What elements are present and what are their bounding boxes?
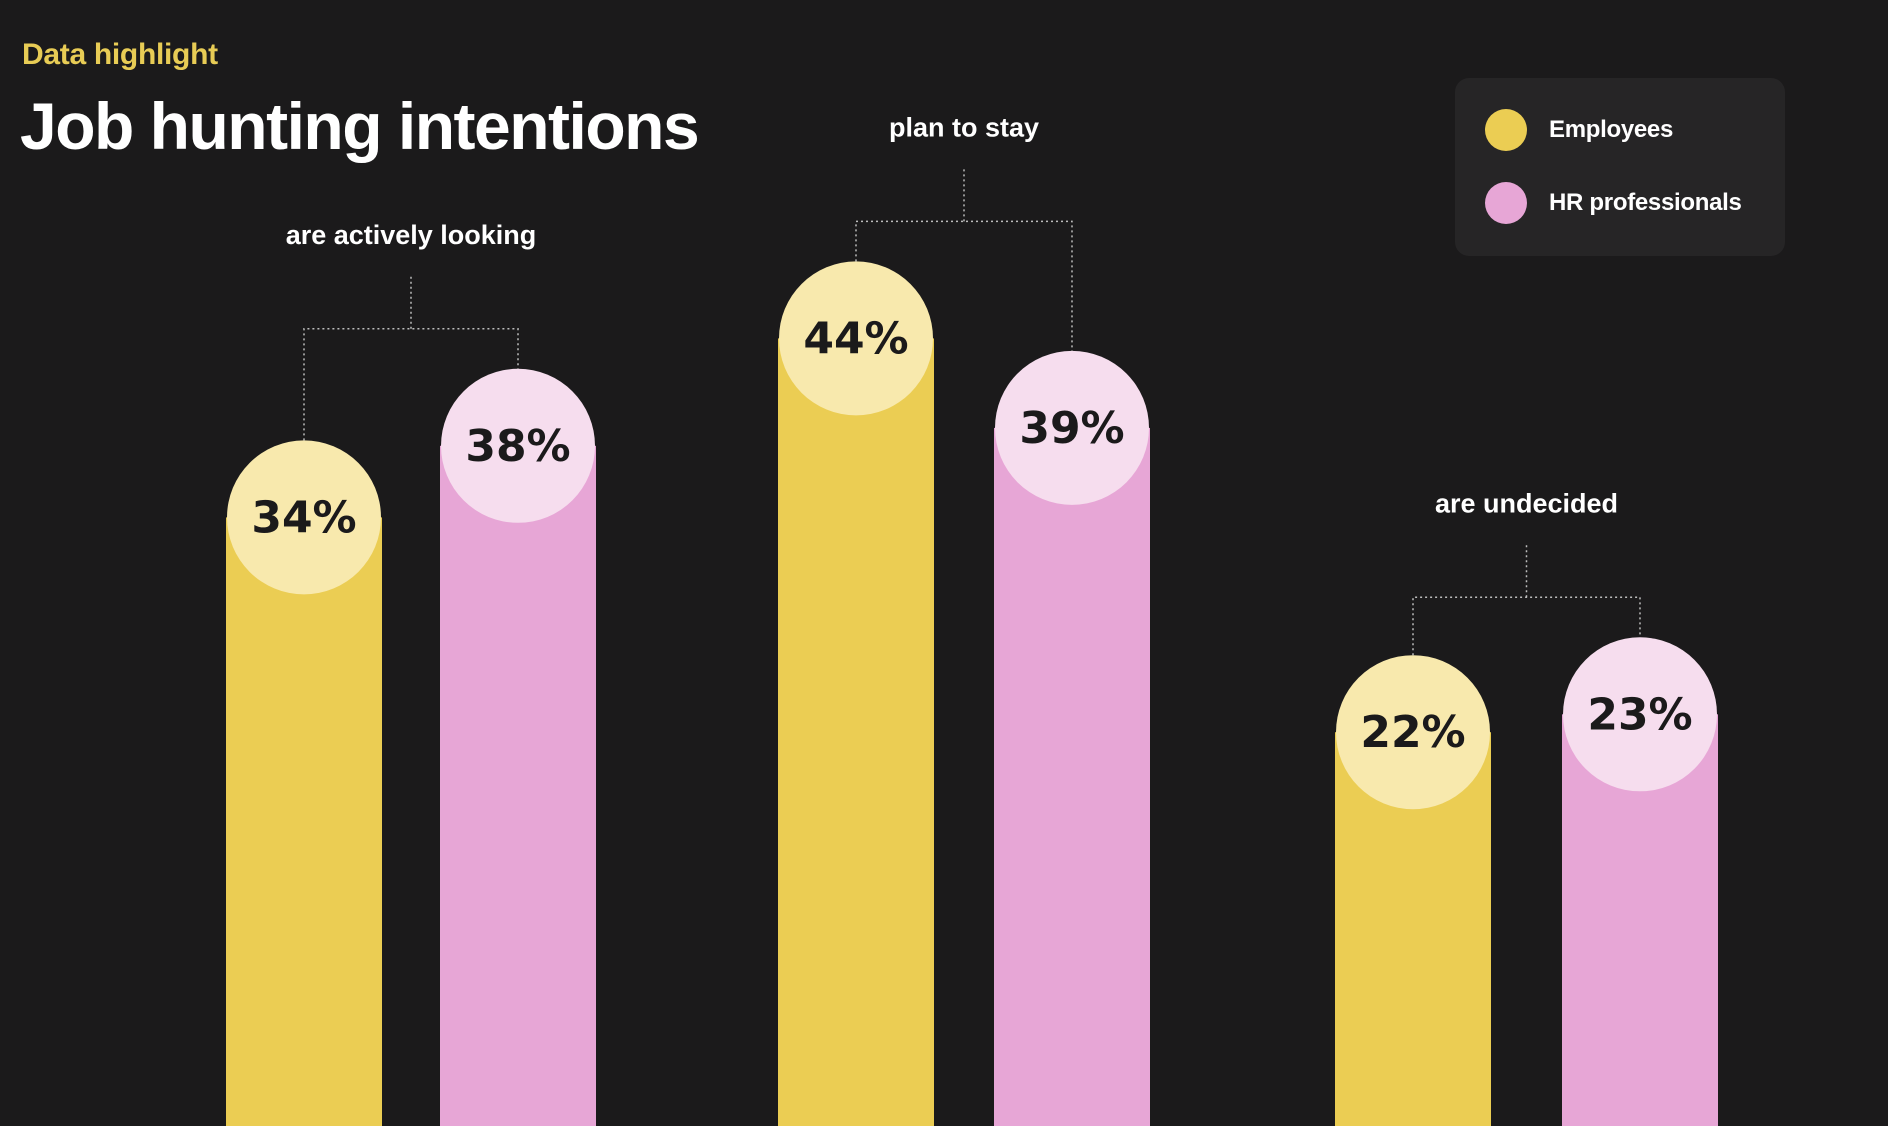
bar-hr-1	[994, 427, 1150, 1126]
group-bracket-0	[303, 273, 519, 441]
bar-employees-1	[778, 338, 934, 1126]
page-title: Job hunting intentions	[20, 89, 700, 163]
value-label-employees-2: 22%	[1360, 707, 1465, 758]
bar-cap-hr-0	[441, 368, 595, 523]
legend-label-employees: Employees	[1549, 116, 1674, 143]
value-label-hr-1: 39%	[1019, 403, 1124, 454]
bar-cap-employees-1	[779, 261, 933, 416]
bar-cap-employees-2	[1336, 655, 1490, 810]
value-label-hr-0: 38%	[465, 421, 570, 472]
value-label-hr-2: 23%	[1587, 689, 1692, 740]
legend-item-employees: Employees	[1485, 109, 1673, 151]
eyebrow-label: Data highlight	[22, 38, 218, 71]
legend-swatch-employees	[1485, 109, 1527, 151]
legend-label-hr: HR professionals	[1549, 189, 1742, 216]
group-label-1: plan to stay	[889, 112, 1039, 142]
bar-employees-0	[226, 517, 382, 1126]
bar-cap-employees-0	[227, 440, 381, 595]
bar-cap-hr-1	[995, 350, 1149, 505]
value-label-employees-0: 34%	[251, 492, 356, 543]
legend-item-hr: HR professionals	[1485, 182, 1742, 224]
value-label-employees-1: 44%	[803, 313, 908, 364]
group-label-2: are undecided	[1435, 488, 1618, 518]
group-bracket-2	[1412, 542, 1641, 656]
group-bracket-1	[855, 166, 1073, 351]
legend-swatch-hr	[1485, 182, 1527, 224]
legend: Employees HR professionals	[1455, 78, 1785, 256]
bar-hr-0	[440, 445, 596, 1126]
bar-cap-hr-2	[1563, 637, 1717, 792]
group-label-0: are actively looking	[286, 220, 537, 250]
